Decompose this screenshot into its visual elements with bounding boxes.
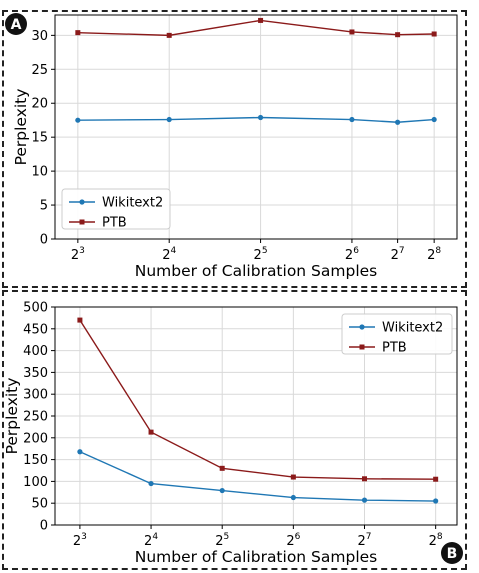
x-tick-label: 27 (357, 532, 371, 549)
data-point-wikitext2 (431, 116, 437, 123)
y-tick-label: 450 (23, 322, 48, 337)
data-point-ptb (290, 474, 296, 480)
legend-label-ptb: PTB (382, 341, 407, 356)
panel-badge (441, 542, 463, 564)
data-point-ptb (395, 32, 401, 38)
x-tick-label: 28 (429, 532, 443, 549)
y-tick-label: 300 (23, 388, 48, 403)
panel-badge-label: A (11, 17, 22, 33)
data-point-ptb (75, 30, 81, 36)
panel-badge (5, 13, 27, 35)
y-axis-label: Perplexity (12, 89, 30, 166)
legend-box (341, 313, 453, 355)
x-tick-label: 25 (254, 246, 268, 263)
data-point-ptb (362, 476, 368, 482)
x-axis-label: Number of Calibration Samples (135, 262, 378, 280)
y-tick-label: 250 (23, 410, 48, 425)
x-tick-label: 28 (427, 246, 441, 263)
data-point-ptb (166, 32, 172, 38)
panel-b (2, 290, 467, 570)
y-tick-label: 50 (31, 497, 48, 512)
y-tick-label: 10 (31, 165, 48, 180)
y-tick-label: 100 (23, 475, 48, 490)
y-tick-label: 25 (31, 63, 48, 78)
x-tick-label: 26 (345, 246, 359, 263)
plot-frame (54, 14, 458, 240)
data-point-wikitext2 (395, 119, 401, 125)
data-point-wikitext2 (75, 117, 81, 123)
y-tick-label: 400 (23, 344, 48, 359)
x-tick-label: 25 (215, 532, 229, 549)
y-tick-label: 0 (40, 233, 48, 248)
x-tick-label: 23 (73, 532, 87, 549)
x-tick-label: 26 (286, 532, 300, 549)
data-point-ptb (349, 29, 355, 35)
data-point-wikitext2 (290, 494, 296, 501)
y-tick-label: 0 (40, 519, 48, 534)
chart-a: 0 5 10 15 20 25 30 23 24 25 26 27 28 Number of Calibr… (5, 13, 458, 280)
data-point-wikitext2 (77, 449, 83, 455)
y-tick-label: 350 (23, 366, 48, 381)
legend-marker-ptb (359, 344, 365, 350)
legend-label-wikitext2: Wikitext2 (382, 321, 443, 336)
data-point-ptb (148, 429, 154, 435)
panel-a (2, 10, 467, 288)
x-axis-label: Number of Calibration Samples (135, 548, 378, 566)
data-point-ptb (433, 476, 439, 482)
data-point-ptb (77, 317, 83, 323)
data-point-wikitext2 (257, 114, 264, 121)
series-line-ptb (77, 19, 435, 37)
series-line-ptb (79, 319, 436, 480)
legend-marker-ptb (79, 219, 85, 225)
data-point-ptb (258, 17, 264, 23)
y-tick-label: 30 (31, 29, 48, 44)
y-tick-label: 500 (23, 301, 48, 316)
y-tick-label: 150 (23, 453, 48, 468)
x-tick-label: 24 (144, 532, 158, 549)
data-point-wikitext2 (361, 497, 368, 503)
series-line-wikitext2 (77, 116, 435, 123)
y-tick-label: 20 (31, 97, 48, 112)
x-tick-label: 27 (391, 246, 405, 263)
legend-marker-wikitext2 (359, 324, 365, 330)
chart-b: 0 50 100 150 200 250 300 350 400 450 500 23 24 25 26 27… (3, 301, 463, 566)
y-tick-label: 5 (40, 199, 48, 214)
legend-marker-wikitext2 (79, 199, 85, 205)
y-tick-label: 15 (31, 131, 48, 146)
data-point-wikitext2 (349, 116, 355, 123)
legend-label-ptb: PTB (102, 216, 127, 231)
x-tick-label: 24 (162, 246, 176, 263)
data-point-ptb (431, 31, 437, 37)
data-point-wikitext2 (166, 116, 172, 123)
data-point-ptb (219, 465, 225, 471)
data-point-wikitext2 (433, 498, 439, 504)
y-axis-label: Perplexity (3, 378, 21, 455)
data-point-wikitext2 (219, 487, 225, 494)
series-line-wikitext2 (79, 451, 436, 502)
data-point-wikitext2 (148, 480, 154, 487)
panel-badge-label: B (447, 546, 458, 562)
legend-label-wikitext2: Wikitext2 (102, 196, 163, 211)
legend-box (61, 188, 171, 230)
y-tick-label: 200 (23, 431, 48, 446)
x-tick-label: 23 (71, 246, 85, 263)
